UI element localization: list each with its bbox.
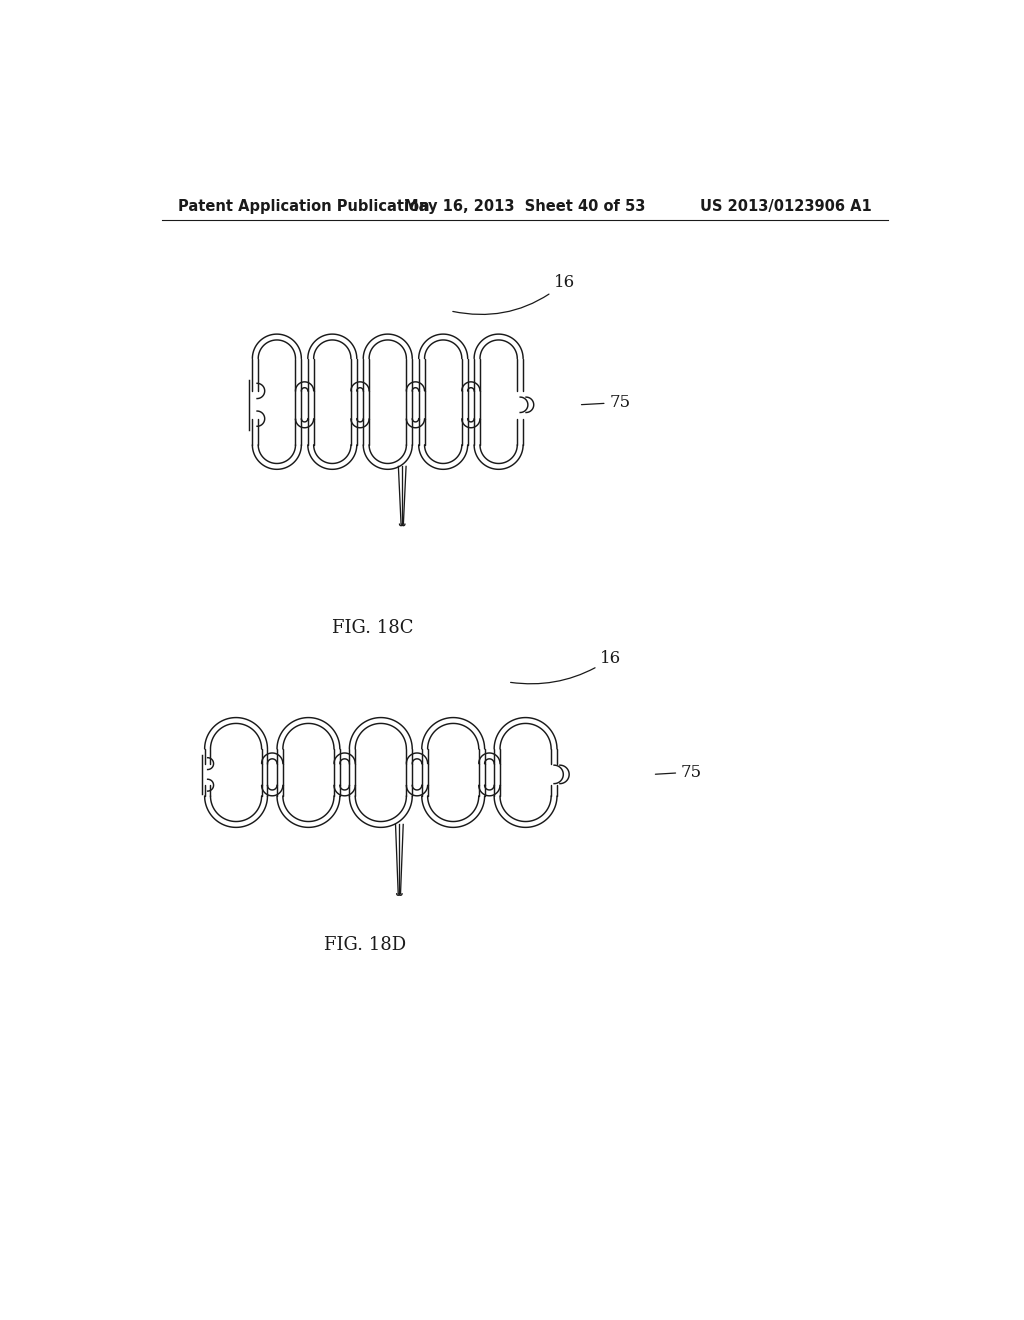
Text: May 16, 2013  Sheet 40 of 53: May 16, 2013 Sheet 40 of 53 [404, 198, 645, 214]
Text: Patent Application Publication: Patent Application Publication [178, 198, 430, 214]
Text: US 2013/0123906 A1: US 2013/0123906 A1 [699, 198, 871, 214]
Text: 75: 75 [655, 763, 702, 780]
Text: FIG. 18C: FIG. 18C [333, 619, 414, 636]
Text: FIG. 18D: FIG. 18D [325, 936, 407, 954]
Text: 16: 16 [511, 649, 622, 684]
Text: 75: 75 [582, 393, 631, 411]
Text: 16: 16 [453, 273, 575, 314]
